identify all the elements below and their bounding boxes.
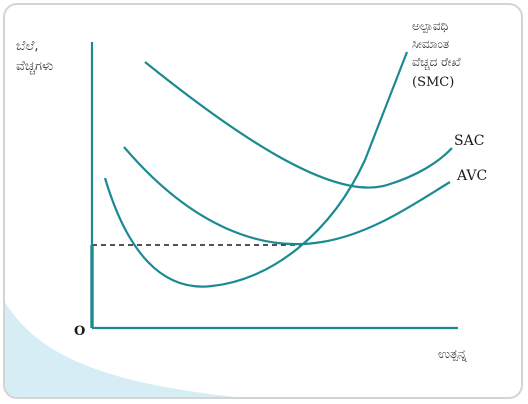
smc-curve xyxy=(103,51,409,288)
sac-label: SAC xyxy=(454,133,484,149)
y-axis-label-line2: ವೆಚ್ಚಗಳು xyxy=(16,59,53,75)
smc-label-line3: ವೆಚ್ಚದ ರೇಖೆ xyxy=(412,55,461,71)
avc-label: AVC xyxy=(456,168,487,184)
smc-label-line1: ಅಲ್ಪಾವಧಿ xyxy=(412,19,449,34)
smc-label-line2: ಸೀಮಾಂತ xyxy=(412,37,449,51)
origin-label: O xyxy=(74,324,85,339)
y-axis-label-line1: ಬೆಲೆ, xyxy=(16,39,38,54)
decorative-wave xyxy=(5,302,237,397)
cost-curves-diagram: ಬೆಲೆ, ವೆಚ್ಚಗಳು ಅಲ್ಪಾವಧಿ ಸೀಮಾಂತ ವೆಚ್ಚದ ರೇ… xyxy=(5,19,487,397)
avc-curve xyxy=(123,146,451,246)
smc-label-line4: (SMC) xyxy=(412,75,454,90)
sac-curve xyxy=(144,61,453,189)
diagram-frame: ಬೆಲೆ, ವೆಚ್ಚಗಳು ಅಲ್ಪಾವಧಿ ಸೀಮಾಂತ ವೆಚ್ಚದ ರೇ… xyxy=(3,3,523,399)
x-axis-label: ಉತ್ಪನ್ನ xyxy=(438,347,467,362)
